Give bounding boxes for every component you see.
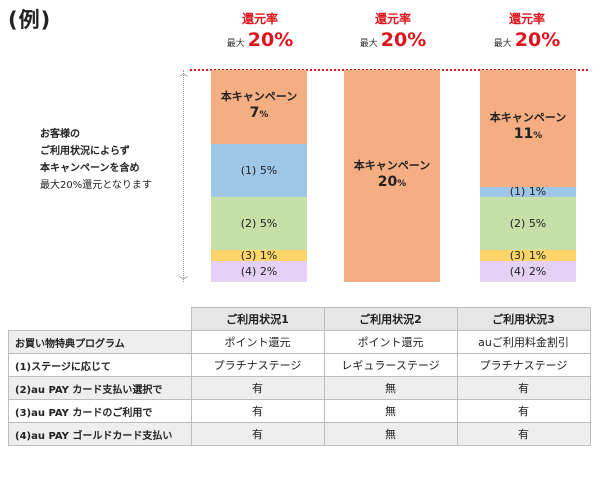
segment-percent: 11% <box>513 126 543 143</box>
rate-label: 還元率 <box>374 12 411 26</box>
segment-label: (1) 1% <box>509 185 547 199</box>
table-cell: 有 <box>456 399 591 423</box>
table-cell: auご利用料金割引 <box>456 330 591 354</box>
down-arrow-icon: ﹀ <box>179 277 189 287</box>
table-cell: 無 <box>323 422 458 446</box>
rate-value: 20% <box>380 29 427 51</box>
stack-bar-3: 本キャンペーン 11% (1) 1% (2) 5% (3) 1% (4) 2% <box>480 70 576 282</box>
table-cell: プラチナステージ <box>190 353 325 377</box>
rate-label: 還元率 <box>241 12 278 26</box>
row-label: (2)au PAY カード支払い選択で <box>8 376 192 400</box>
campaign-segment: 本キャンペーン 20% <box>344 70 440 282</box>
comparison-table: ご利用状況1 ご利用状況2 ご利用状況3 お買い物特典プログラム ポイント還元 … <box>8 307 591 446</box>
rate-value: 20% <box>247 29 294 51</box>
table-cell: 無 <box>323 376 458 400</box>
table-corner <box>8 307 192 331</box>
note-text: お客様の ご利用状況によらず 本キャンペーンを含め 最大20%還元となります <box>40 126 190 194</box>
rate-max: 最大 <box>493 39 512 49</box>
segment-title: 本キャンペーン <box>489 111 567 125</box>
note-line: 最大20%還元となります <box>40 180 152 191</box>
segment-percent: 7% <box>249 105 269 122</box>
segment-percent: 20% <box>377 174 407 190</box>
segment-label: (4) 2% <box>509 264 547 278</box>
table-cell: 有 <box>456 376 591 400</box>
campaign-segment: 本キャンペーン 7% <box>211 70 307 145</box>
vertical-axis <box>183 70 184 282</box>
rate-header-3: 還元率 最大 20% <box>477 12 577 55</box>
table-cell: プラチナステージ <box>456 353 591 377</box>
segment-label: (2) 5% <box>509 217 547 231</box>
bonus-segment-s1: (1) 5% <box>211 144 307 198</box>
segment-label: (3) 1% <box>509 248 547 262</box>
table-cell: 有 <box>190 376 325 400</box>
table-row: お買い物特典プログラム ポイント還元 ポイント還元 auご利用料金割引 <box>8 330 591 354</box>
segment-label: (2) 5% <box>240 217 278 231</box>
row-label: (1)ステージに応じて <box>8 353 192 377</box>
stack-bar-1: 本キャンペーン 7% (1) 5% (2) 5% (3) 1% (4) 2% <box>211 70 307 282</box>
rate-header-2: 還元率 最大 20% <box>343 12 443 55</box>
table-cell: 有 <box>456 422 591 446</box>
table-header: ご利用状況2 <box>323 307 458 331</box>
row-label: (4)au PAY ゴールドカード支払い <box>8 422 192 446</box>
bonus-segment-s3: (3) 1% <box>211 248 307 262</box>
row-label: お買い物特典プログラム <box>8 330 192 354</box>
table-row: (3)au PAY カードのご利用で 有 無 有 <box>8 399 591 423</box>
row-label: (3)au PAY カードのご利用で <box>8 399 192 423</box>
table-header: ご利用状況1 <box>190 307 325 331</box>
campaign-segment: 本キャンペーン 11% <box>480 70 576 187</box>
note-line: お客様の <box>40 129 80 140</box>
bonus-segment-s3: (3) 1% <box>480 248 576 262</box>
rate-value: 20% <box>514 29 561 51</box>
bonus-segment-s2: (2) 5% <box>480 197 576 251</box>
rate-max: 最大 <box>226 39 245 49</box>
table-cell: 有 <box>190 422 325 446</box>
segment-title: 本キャンペーン <box>353 159 431 172</box>
segment-label: (4) 2% <box>240 264 278 278</box>
table-cell: ポイント還元 <box>190 330 325 354</box>
bonus-segment-s2: (2) 5% <box>211 197 307 251</box>
stack-bar-2: 本キャンペーン 20% <box>344 70 440 282</box>
segment-label: (1) 5% <box>240 164 278 178</box>
table-row: (1)ステージに応じて プラチナステージ レギュラーステージ プラチナステージ <box>8 353 591 377</box>
bonus-segment-s4: (4) 2% <box>480 260 576 282</box>
bonus-segment-s4: (4) 2% <box>211 260 307 282</box>
rate-max: 最大 <box>359 39 378 49</box>
table-row: (2)au PAY カード支払い選択で 有 無 有 <box>8 376 591 400</box>
segment-label: (3) 1% <box>240 248 278 262</box>
rate-label: 還元率 <box>508 12 545 26</box>
table-cell: レギュラーステージ <box>323 353 458 377</box>
rate-header-1: 還元率 最大 20% <box>210 12 310 55</box>
table-row: (4)au PAY ゴールドカード支払い 有 無 有 <box>8 422 591 446</box>
note-line: 本キャンペーンを含め <box>40 163 140 174</box>
table-cell: 無 <box>323 399 458 423</box>
bonus-segment-s1: (1) 1% <box>480 185 576 199</box>
table-cell: 有 <box>190 399 325 423</box>
segment-title: 本キャンペーン <box>220 90 298 104</box>
note-line: ご利用状況によらず <box>40 146 130 157</box>
up-arrow-icon: ︿ <box>179 69 189 79</box>
table-cell: ポイント還元 <box>323 330 458 354</box>
example-heading: (例) <box>8 8 52 32</box>
table-header: ご利用状況3 <box>456 307 591 331</box>
